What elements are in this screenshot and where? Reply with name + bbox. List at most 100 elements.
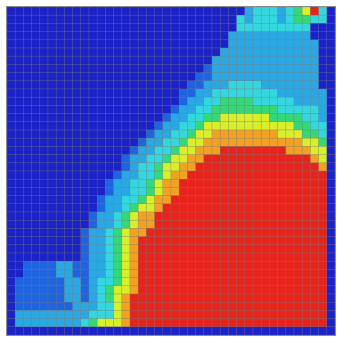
heatmap-cell <box>31 301 41 311</box>
heatmap-cell <box>203 129 213 139</box>
heatmap-cell <box>277 236 287 246</box>
heatmap-cell <box>47 269 57 278</box>
heatmap-cell <box>293 129 303 139</box>
heatmap-cell <box>252 170 262 180</box>
heatmap-cell <box>64 162 73 172</box>
heatmap-cell <box>129 310 139 319</box>
heatmap-cell <box>318 310 328 319</box>
heatmap-cell <box>178 277 188 287</box>
heatmap-cell <box>170 14 180 24</box>
heatmap-cell <box>14 47 24 57</box>
heatmap-cell <box>318 178 328 188</box>
heatmap-cell <box>64 113 73 123</box>
heatmap-cell <box>105 301 114 311</box>
heatmap-cell <box>260 88 270 98</box>
heatmap-cell <box>23 228 32 237</box>
heatmap-cell <box>121 219 131 229</box>
heatmap-cell <box>236 154 246 164</box>
heatmap-cell <box>293 113 303 123</box>
heatmap-cell <box>301 96 311 106</box>
heatmap-cell <box>121 7 131 16</box>
heatmap-cell <box>31 326 41 335</box>
heatmap-cell <box>121 105 131 114</box>
heatmap-cell <box>318 31 328 41</box>
heatmap-cell <box>96 64 106 73</box>
heatmap-cell <box>326 31 335 41</box>
heatmap-cell <box>178 64 188 73</box>
heatmap-cell <box>236 23 246 32</box>
heatmap-cell <box>96 211 106 221</box>
heatmap-cell <box>187 301 196 311</box>
heatmap-cell <box>277 64 287 73</box>
heatmap-cell <box>23 277 32 287</box>
heatmap-cell <box>121 252 131 262</box>
heatmap-cell <box>244 64 254 73</box>
heatmap-cell <box>96 170 106 180</box>
heatmap-cell <box>228 88 237 98</box>
heatmap-cell <box>260 269 270 278</box>
heatmap-cell <box>277 187 287 196</box>
heatmap-cell <box>129 154 139 164</box>
heatmap-cell <box>64 203 73 213</box>
heatmap-cell <box>55 219 65 229</box>
heatmap-cell <box>129 170 139 180</box>
heatmap-cell <box>23 146 32 155</box>
heatmap-cell <box>293 137 303 147</box>
heatmap-cell <box>129 244 139 254</box>
heatmap-cell <box>162 277 172 287</box>
heatmap-cell <box>23 219 32 229</box>
heatmap-cell <box>178 326 188 335</box>
heatmap-cell <box>236 7 246 16</box>
heatmap-cell <box>211 211 221 221</box>
heatmap-cell <box>129 326 139 335</box>
heatmap-cell <box>170 55 180 65</box>
heatmap-cell <box>64 23 73 32</box>
heatmap-cell <box>260 244 270 254</box>
heatmap-cell <box>236 72 246 82</box>
heatmap-cell <box>228 252 237 262</box>
heatmap-cell <box>137 170 147 180</box>
heatmap-cell <box>146 80 155 90</box>
heatmap-cell <box>219 170 229 180</box>
heatmap-cell <box>39 285 49 295</box>
heatmap-cell <box>146 88 155 98</box>
heatmap-cell <box>14 178 24 188</box>
heatmap-cell <box>47 203 57 213</box>
heatmap-cell <box>88 228 98 237</box>
heatmap-cell <box>244 269 254 278</box>
heatmap-cell <box>219 7 229 16</box>
heatmap-cell <box>293 162 303 172</box>
heatmap-cell <box>301 7 311 16</box>
heatmap-cell <box>162 269 172 278</box>
heatmap-cell <box>318 129 328 139</box>
heatmap-cell <box>310 269 319 278</box>
heatmap-cell <box>55 252 65 262</box>
heatmap-cell <box>88 47 98 57</box>
heatmap-cell <box>154 137 164 147</box>
heatmap-cell <box>219 137 229 147</box>
heatmap-cell <box>293 47 303 57</box>
heatmap-cell <box>228 113 237 123</box>
heatmap-cell <box>129 236 139 246</box>
heatmap-cell <box>293 195 303 205</box>
heatmap-cell <box>301 154 311 164</box>
heatmap-cell <box>260 31 270 41</box>
heatmap-cell <box>293 55 303 65</box>
heatmap-cell <box>31 211 41 221</box>
heatmap-cell <box>154 178 164 188</box>
heatmap-cell <box>72 277 82 287</box>
heatmap-cell <box>64 47 73 57</box>
heatmap-cell <box>178 23 188 32</box>
heatmap-cell <box>162 228 172 237</box>
heatmap-cell <box>154 260 164 270</box>
heatmap-cell <box>244 55 254 65</box>
heatmap-cell <box>219 252 229 262</box>
heatmap-cell <box>228 260 237 270</box>
heatmap-cell <box>170 88 180 98</box>
heatmap-cell <box>31 318 41 328</box>
heatmap-cell <box>203 137 213 147</box>
heatmap-cell <box>105 318 114 328</box>
heatmap-cell <box>260 252 270 262</box>
heatmap-cell <box>146 293 155 303</box>
heatmap-cell <box>285 203 295 213</box>
